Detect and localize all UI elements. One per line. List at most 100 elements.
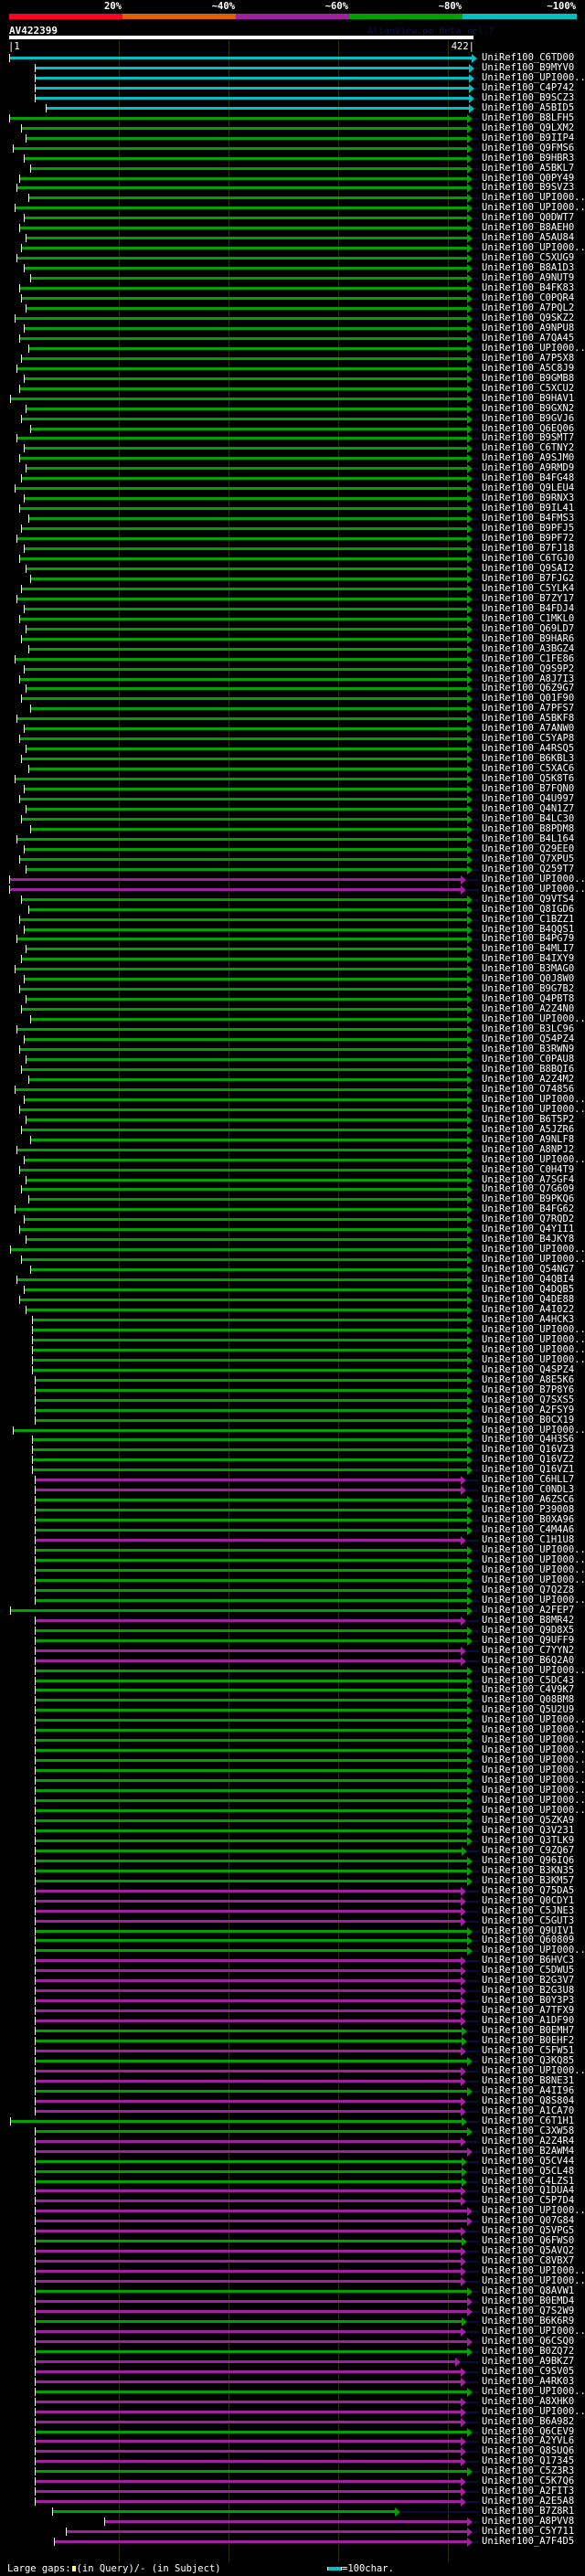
alignment-bar[interactable] <box>23 376 467 380</box>
alignment-bar[interactable] <box>15 207 467 210</box>
alignment-bar[interactable] <box>34 76 470 80</box>
subject-label[interactable]: UniRef100_C5XAC6 <box>482 763 575 775</box>
alignment-row[interactable]: UniRef100_B9HBR3 <box>0 153 585 164</box>
alignment-bar[interactable] <box>34 1398 467 1402</box>
subject-label[interactable]: UniRef100_B9HAR6 <box>482 632 575 644</box>
alignment-row[interactable]: UniRef100_Q1DUA4 <box>0 2186 585 2197</box>
alignment-row[interactable]: UniRef100_B6K6R9 <box>0 2316 585 2327</box>
alignment-bar[interactable] <box>26 867 467 871</box>
alignment-bar[interactable] <box>34 2270 461 2274</box>
subject-label[interactable]: UniRef100_B9RNX3 <box>482 493 575 504</box>
subject-label[interactable]: UniRef100_UPI000.. <box>482 1333 585 1345</box>
alignment-bar[interactable] <box>34 2460 461 2464</box>
alignment-row[interactable]: UniRef100_C5P7D4 <box>0 2196 585 2207</box>
alignment-row[interactable]: UniRef100_B0EMD4 <box>0 2296 585 2307</box>
alignment-row[interactable]: UniRef100_A7P5X8 <box>0 353 585 365</box>
subject-label[interactable]: UniRef100_Q4H3S6 <box>482 1434 575 1446</box>
alignment-row[interactable]: UniRef100_A5AU84 <box>0 233 585 244</box>
alignment-row[interactable]: UniRef100_UPI000.. <box>0 1564 585 1576</box>
alignment-row[interactable]: UniRef100_Q08BM8 <box>0 1695 585 1706</box>
subject-label[interactable]: UniRef100_Q0DWT7 <box>482 212 575 224</box>
alignment-row[interactable]: UniRef100_B9SVZ3 <box>0 183 585 194</box>
alignment-bar[interactable] <box>34 2450 461 2454</box>
alignment-bar[interactable] <box>34 2380 461 2383</box>
alignment-row[interactable]: UniRef100_B4MLI7 <box>0 944 585 955</box>
subject-label[interactable]: UniRef100_Q17345 <box>482 2455 575 2467</box>
subject-label[interactable]: UniRef100_A9NLF8 <box>482 1133 575 1145</box>
subject-label[interactable]: UniRef100_A4RK03 <box>482 2375 575 2387</box>
alignment-row[interactable]: UniRef100_C1MKL0 <box>0 612 585 625</box>
subject-label[interactable]: UniRef100_B4PG79 <box>482 933 575 945</box>
alignment-bar[interactable] <box>34 1979 461 1983</box>
alignment-bar[interactable] <box>34 1588 467 1592</box>
alignment-bar[interactable] <box>18 227 467 230</box>
alignment-row[interactable]: UniRef100_B8PDM8 <box>0 823 585 835</box>
subject-label[interactable]: UniRef100_Q4DQB5 <box>482 1284 575 1296</box>
alignment-bar[interactable] <box>16 257 467 260</box>
subject-label[interactable]: UniRef100_B3KN35 <box>482 1864 575 1876</box>
alignment-bar[interactable] <box>34 1549 467 1553</box>
subject-label[interactable]: UniRef100_A7QA45 <box>482 332 575 344</box>
subject-label[interactable]: UniRef100_UPI000.. <box>482 1785 585 1797</box>
subject-label[interactable]: UniRef100_A5BID5 <box>482 101 575 113</box>
alignment-bar[interactable] <box>34 2359 455 2363</box>
alignment-bar[interactable] <box>32 1318 467 1321</box>
alignment-row[interactable]: UniRef100_B4FDJ4 <box>0 603 585 615</box>
alignment-bar[interactable] <box>9 877 461 881</box>
subject-label[interactable]: UniRef100_B2AWM4 <box>482 2145 575 2157</box>
subject-label[interactable]: UniRef100_B4LC30 <box>482 812 575 824</box>
alignment-bar[interactable] <box>9 116 467 120</box>
alignment-row[interactable]: UniRef100_C5XCU2 <box>0 383 585 395</box>
alignment-bar[interactable] <box>23 1218 467 1222</box>
alignment-row[interactable]: UniRef100_B9GMB8 <box>0 373 585 385</box>
alignment-bar[interactable] <box>10 1608 467 1612</box>
alignment-row[interactable]: UniRef100_B9SCZ3 <box>0 92 585 104</box>
alignment-row[interactable]: UniRef100_Q9SAI2 <box>0 563 585 575</box>
alignment-bar[interactable] <box>34 2210 467 2213</box>
subject-label[interactable]: UniRef100_B9MYV0 <box>482 61 575 73</box>
alignment-row[interactable]: UniRef100_C4P742 <box>0 82 585 94</box>
alignment-row[interactable]: UniRef100_C5GUT3 <box>0 1915 585 1927</box>
alignment-row[interactable]: UniRef100_Q6CSQ0 <box>0 2336 585 2348</box>
subject-label[interactable]: UniRef100_B9PKQ6 <box>482 1193 575 1205</box>
alignment-bar[interactable] <box>21 1008 467 1012</box>
alignment-bar[interactable] <box>18 1048 467 1052</box>
subject-label[interactable]: UniRef100_A9SJM0 <box>482 452 575 464</box>
alignment-bar[interactable] <box>34 1689 467 1692</box>
alignment-row[interactable]: UniRef100_A4I022 <box>0 1305 585 1316</box>
subject-label[interactable]: UniRef100_C3XW58 <box>482 2125 575 2136</box>
alignment-bar[interactable] <box>103 2520 467 2524</box>
alignment-row[interactable]: UniRef100_B0EMH7 <box>0 2026 585 2037</box>
alignment-bar[interactable] <box>26 1309 467 1311</box>
alignment-bar[interactable] <box>34 2189 461 2193</box>
alignment-row[interactable]: UniRef100_UPI000.. <box>0 1425 585 1436</box>
alignment-bar[interactable] <box>34 2149 467 2153</box>
subject-label[interactable]: UniRef100_UPI000.. <box>482 342 585 354</box>
alignment-bar[interactable] <box>34 2079 461 2083</box>
subject-label[interactable]: UniRef100_Q3V231 <box>482 1824 575 1836</box>
alignment-row[interactable]: UniRef100_C6TD00 <box>0 53 585 64</box>
alignment-bar[interactable] <box>21 247 467 250</box>
alignment-bar[interactable] <box>34 1578 467 1582</box>
alignment-row[interactable]: UniRef100_UPI000.. <box>0 1786 585 1797</box>
alignment-row[interactable]: UniRef100_C1FE86 <box>0 653 585 665</box>
alignment-row[interactable]: UniRef100_UPI000.. <box>0 1765 585 1776</box>
alignment-row[interactable]: UniRef100_Q6CEV9 <box>0 2426 585 2438</box>
alignment-bar[interactable] <box>34 2169 462 2173</box>
subject-label[interactable]: UniRef100_UPI000.. <box>482 2325 585 2337</box>
alignment-bar[interactable] <box>10 2119 462 2123</box>
alignment-row[interactable]: UniRef100_C0H4T9 <box>0 1164 585 1176</box>
subject-label[interactable]: UniRef100_C1BZZ1 <box>482 913 575 925</box>
alignment-bar[interactable] <box>34 2420 461 2423</box>
alignment-row[interactable]: UniRef100_P39008 <box>0 1505 585 1516</box>
alignment-row[interactable]: UniRef100_UPI000.. <box>0 2325 585 2337</box>
alignment-bar[interactable] <box>23 547 467 551</box>
subject-label[interactable]: UniRef100_A3BGZ4 <box>482 642 575 654</box>
subject-label[interactable]: UniRef100_B6Q2A0 <box>482 1654 575 1666</box>
alignment-row[interactable]: UniRef100_A5BID5 <box>0 101 585 114</box>
alignment-bar[interactable] <box>34 2390 467 2393</box>
alignment-row[interactable]: UniRef100_UPI000.. <box>0 2406 585 2418</box>
alignment-bar[interactable] <box>34 2329 461 2333</box>
subject-label[interactable]: UniRef100_C1MKL0 <box>482 612 575 624</box>
subject-label[interactable]: UniRef100_A7F4D5 <box>482 2536 575 2548</box>
